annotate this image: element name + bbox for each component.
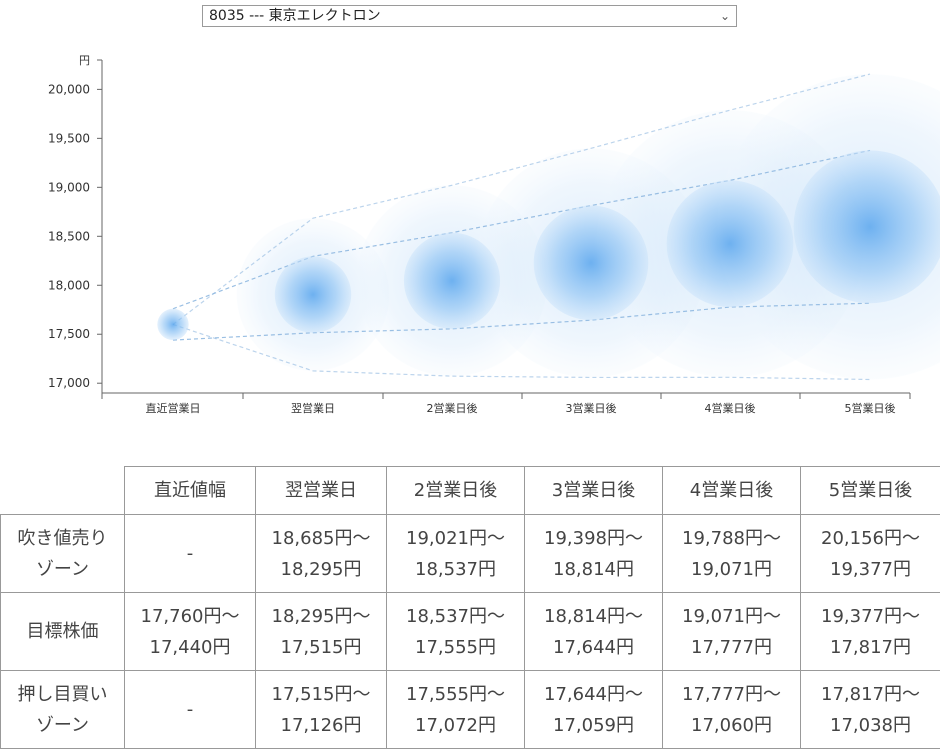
table-corner [0, 466, 125, 515]
table-header-cell: 直近値幅 [124, 466, 256, 515]
y-tick-label: 19,000 [48, 180, 90, 194]
y-tick-label: 17,500 [48, 327, 90, 341]
table-row: 押し目買い ゾーン -17,515円〜 17,126円 17,555円〜 17,072円 1… [0, 670, 940, 749]
x-tick-label: 翌営業日 [291, 401, 335, 415]
row-label: 目標株価 [0, 592, 125, 671]
table-row: 目標株価 17,760円〜 17,440円 18,295円〜 17,515円 18,537… [0, 592, 940, 671]
table-cell: 19,788円〜 19,071円 [662, 514, 801, 593]
outer-low-line [172, 323, 871, 381]
target-high-line [172, 149, 871, 310]
table-cell: 17,777円〜 17,060円 [662, 670, 801, 749]
table-header-cell: 翌営業日 [255, 466, 387, 515]
y-tick-label: 18,500 [48, 229, 90, 243]
outer-high-line [172, 73, 871, 325]
x-tick-label: 3営業日後 [566, 401, 617, 415]
target-bubble-2 [403, 232, 501, 329]
table-header-cell: 5営業日後 [800, 466, 940, 515]
table-cell: 18,814円〜 17,644円 [524, 592, 663, 671]
row-label: 押し目買い ゾーン [0, 670, 125, 749]
forecast-chart: 円 17,000 17,500 18,000 18,500 19,000 19,500 20,… [48, 54, 940, 415]
table-cell: 17,760円〜 17,440円 [124, 592, 256, 671]
table-cell: 20,156円〜 19,377円 [800, 514, 940, 593]
table-cell: - [124, 514, 256, 593]
y-axis-unit-label: 円 [79, 54, 90, 67]
x-tick-label: 直近営業日 [146, 401, 201, 415]
table-row: 吹き値売り ゾーン -18,685円〜 18,295円 19,021円〜 18,537円 1… [0, 514, 940, 593]
row-label: 吹き値売り ゾーン [0, 514, 125, 593]
table-cell: 17,817円〜 17,038円 [800, 670, 940, 749]
target-bubble-3 [533, 205, 649, 321]
table-cell: 18,685円〜 18,295円 [255, 514, 387, 593]
table-cell: 19,021円〜 18,537円 [386, 514, 525, 593]
target-bubble-5 [793, 150, 940, 304]
x-tick-label: 5営業日後 [845, 401, 896, 415]
table-header-cell: 2営業日後 [386, 466, 525, 515]
target-bubble-0 [157, 308, 189, 341]
stock-selector-value: 8035 --- 東京エレクトロン [209, 8, 381, 24]
x-tick-label: 2営業日後 [427, 401, 478, 415]
chevron-down-icon: ⌄ [719, 9, 730, 23]
table-cell: 18,537円〜 17,555円 [386, 592, 525, 671]
table-cell: - [124, 670, 256, 749]
target-low-line [172, 302, 871, 341]
y-tick-label: 18,000 [48, 278, 90, 292]
table-header-cell: 4営業日後 [662, 466, 801, 515]
table-cell: 17,644円〜 17,059円 [524, 670, 663, 749]
table-cell: 19,398円〜 18,814円 [524, 514, 663, 593]
target-bubble-1 [274, 256, 352, 333]
table-cell: 19,071円〜 17,777円 [662, 592, 801, 671]
table-cell: 17,555円〜 17,072円 [386, 670, 525, 749]
y-tick-label: 17,000 [48, 376, 90, 390]
y-tick-label: 19,500 [48, 131, 90, 145]
table-cell: 17,515円〜 17,126円 [255, 670, 387, 749]
table-cell: 19,377円〜 17,817円 [800, 592, 940, 671]
target-bubble-4 [666, 180, 794, 308]
table-header-cell: 3営業日後 [524, 466, 663, 515]
forecast-table: 直近値幅 翌営業日 2営業日後 3営業日後 4営業日後 5営業日後 吹き値売り ゾーン -18,… [0, 466, 940, 749]
x-tick-label: 4営業日後 [705, 401, 756, 415]
stock-selector[interactable]: 8035 --- 東京エレクトロン ⌄ [202, 5, 737, 27]
y-tick-label: 20,000 [48, 82, 90, 96]
table-cell: 18,295円〜 17,515円 [255, 592, 387, 671]
